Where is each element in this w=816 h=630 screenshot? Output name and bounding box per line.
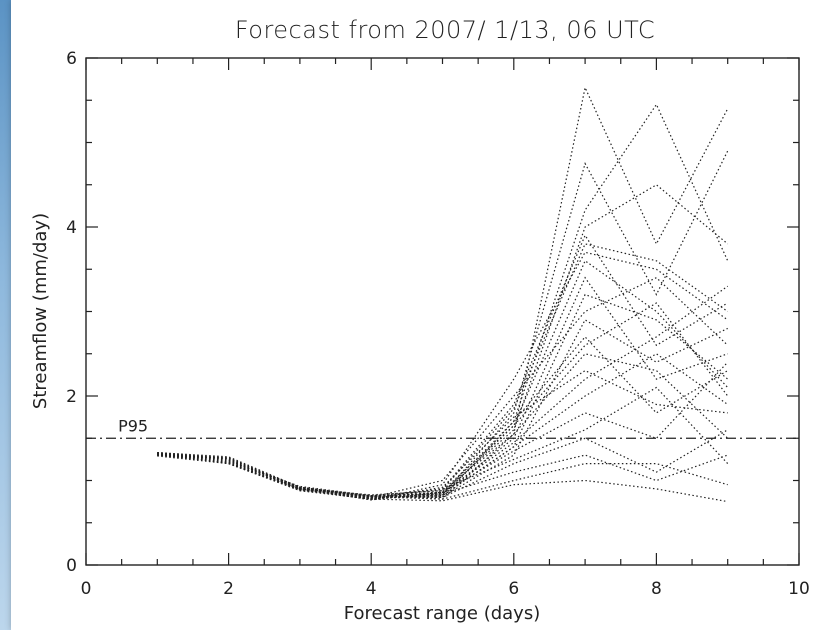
ensemble-member-line	[157, 85, 729, 500]
ensemble-member-line	[157, 454, 728, 503]
x-axis-label: Forecast range (days)	[344, 603, 540, 624]
ensemble-member-line	[157, 243, 729, 497]
ensemble-member-line	[157, 302, 729, 496]
y-tick-label: 0	[66, 556, 77, 576]
ensemble-member-line	[157, 276, 729, 499]
x-tick-label: 2	[223, 579, 234, 599]
ensemble-member-line	[157, 353, 729, 499]
x-tick-label: 6	[508, 579, 519, 599]
y-axis-label: Streamflow (mm/day)	[30, 213, 51, 409]
x-tick-label: 8	[651, 579, 662, 599]
ensemble-member-line	[157, 369, 728, 500]
y-tick-label: 2	[66, 387, 77, 407]
ensemble-member-line	[157, 184, 729, 498]
ensemble-member-line	[157, 251, 729, 501]
x-tick-label: 10	[788, 579, 810, 599]
chart-title: Forecast from 2007/ 1/13, 06 UTC	[235, 16, 655, 44]
ensemble-member-line	[157, 361, 729, 501]
ensemble-member-line	[157, 335, 729, 500]
series-group	[157, 85, 729, 503]
ensemble-member-line	[157, 319, 728, 499]
chart-frame	[11, 0, 816, 630]
p95-label: P95	[118, 416, 148, 435]
ensemble-member-line	[157, 259, 729, 499]
y-tick-label: 4	[66, 218, 77, 238]
x-tick-label: 0	[81, 579, 92, 599]
x-tick-label: 4	[366, 579, 377, 599]
ensemble-member-line	[157, 353, 729, 498]
ensemble-member-line	[157, 452, 728, 499]
y-tick-label: 6	[66, 49, 77, 69]
ensemble-member-line	[157, 150, 729, 499]
